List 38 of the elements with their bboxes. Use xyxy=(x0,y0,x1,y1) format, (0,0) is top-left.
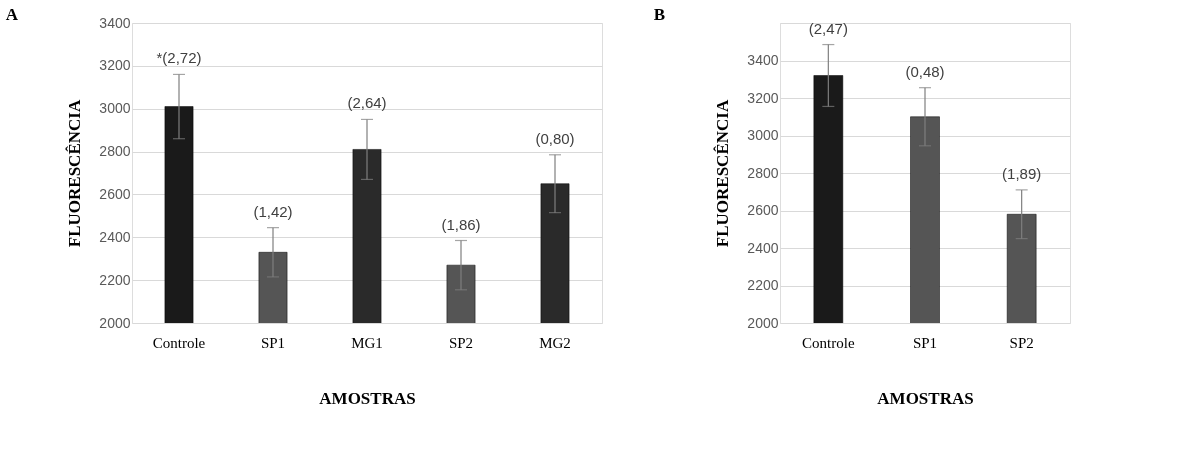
x-tick-label: MG2 xyxy=(539,334,571,351)
y-tick-label: 2200 xyxy=(99,271,131,288)
y-tick-label: 2800 xyxy=(747,164,779,181)
y-tick-label: 3000 xyxy=(99,100,131,117)
annotation: *(2,72) xyxy=(156,49,202,67)
x-tick-label: SP1 xyxy=(912,334,938,351)
y-tick-label: 3200 xyxy=(747,89,779,106)
annotation: (0,80) xyxy=(535,129,575,147)
y-tick-label: 3400 xyxy=(99,14,131,31)
y-axis-title: FLUORESCÊNCIA xyxy=(65,99,85,248)
y-tick-label: 3200 xyxy=(99,57,131,74)
y-tick-label: 2400 xyxy=(747,239,779,256)
x-axis-title: AMOSTRAS xyxy=(319,388,416,408)
y-tick-label: 2600 xyxy=(99,185,131,202)
y-tick-label: 2800 xyxy=(99,143,131,160)
x-axis-title: AMOSTRAS xyxy=(877,388,974,408)
x-tick-label: SP2 xyxy=(448,334,474,351)
y-tick-label: 2200 xyxy=(747,277,779,293)
x-tick-label: SP1 xyxy=(260,334,286,351)
chart-title: A xyxy=(5,5,19,24)
y-tick-label: 3400 xyxy=(747,52,779,68)
y-tick-label: 2000 xyxy=(99,314,131,331)
annotation: (1,86) xyxy=(441,215,481,233)
x-tick-label: SP2 xyxy=(1009,334,1034,351)
x-tick-label: Controle xyxy=(802,334,855,351)
annotation: (0,48) xyxy=(905,62,945,80)
y-axis-title: FLUORESCÊNCIA xyxy=(713,99,733,248)
annotation: (2,47) xyxy=(808,19,848,37)
y-tick-label: 2600 xyxy=(747,202,779,218)
chart-title: B xyxy=(653,5,666,24)
x-tick-label: Controle xyxy=(152,334,206,351)
y-tick-label: 2000 xyxy=(747,314,779,331)
y-tick-label: 2400 xyxy=(99,228,131,245)
annotation: (1,89) xyxy=(1002,164,1042,182)
x-tick-label: MG1 xyxy=(351,334,383,351)
annotation: (2,64) xyxy=(347,94,387,112)
y-tick-label: 3000 xyxy=(747,127,779,143)
annotation: (1,42) xyxy=(253,202,293,220)
